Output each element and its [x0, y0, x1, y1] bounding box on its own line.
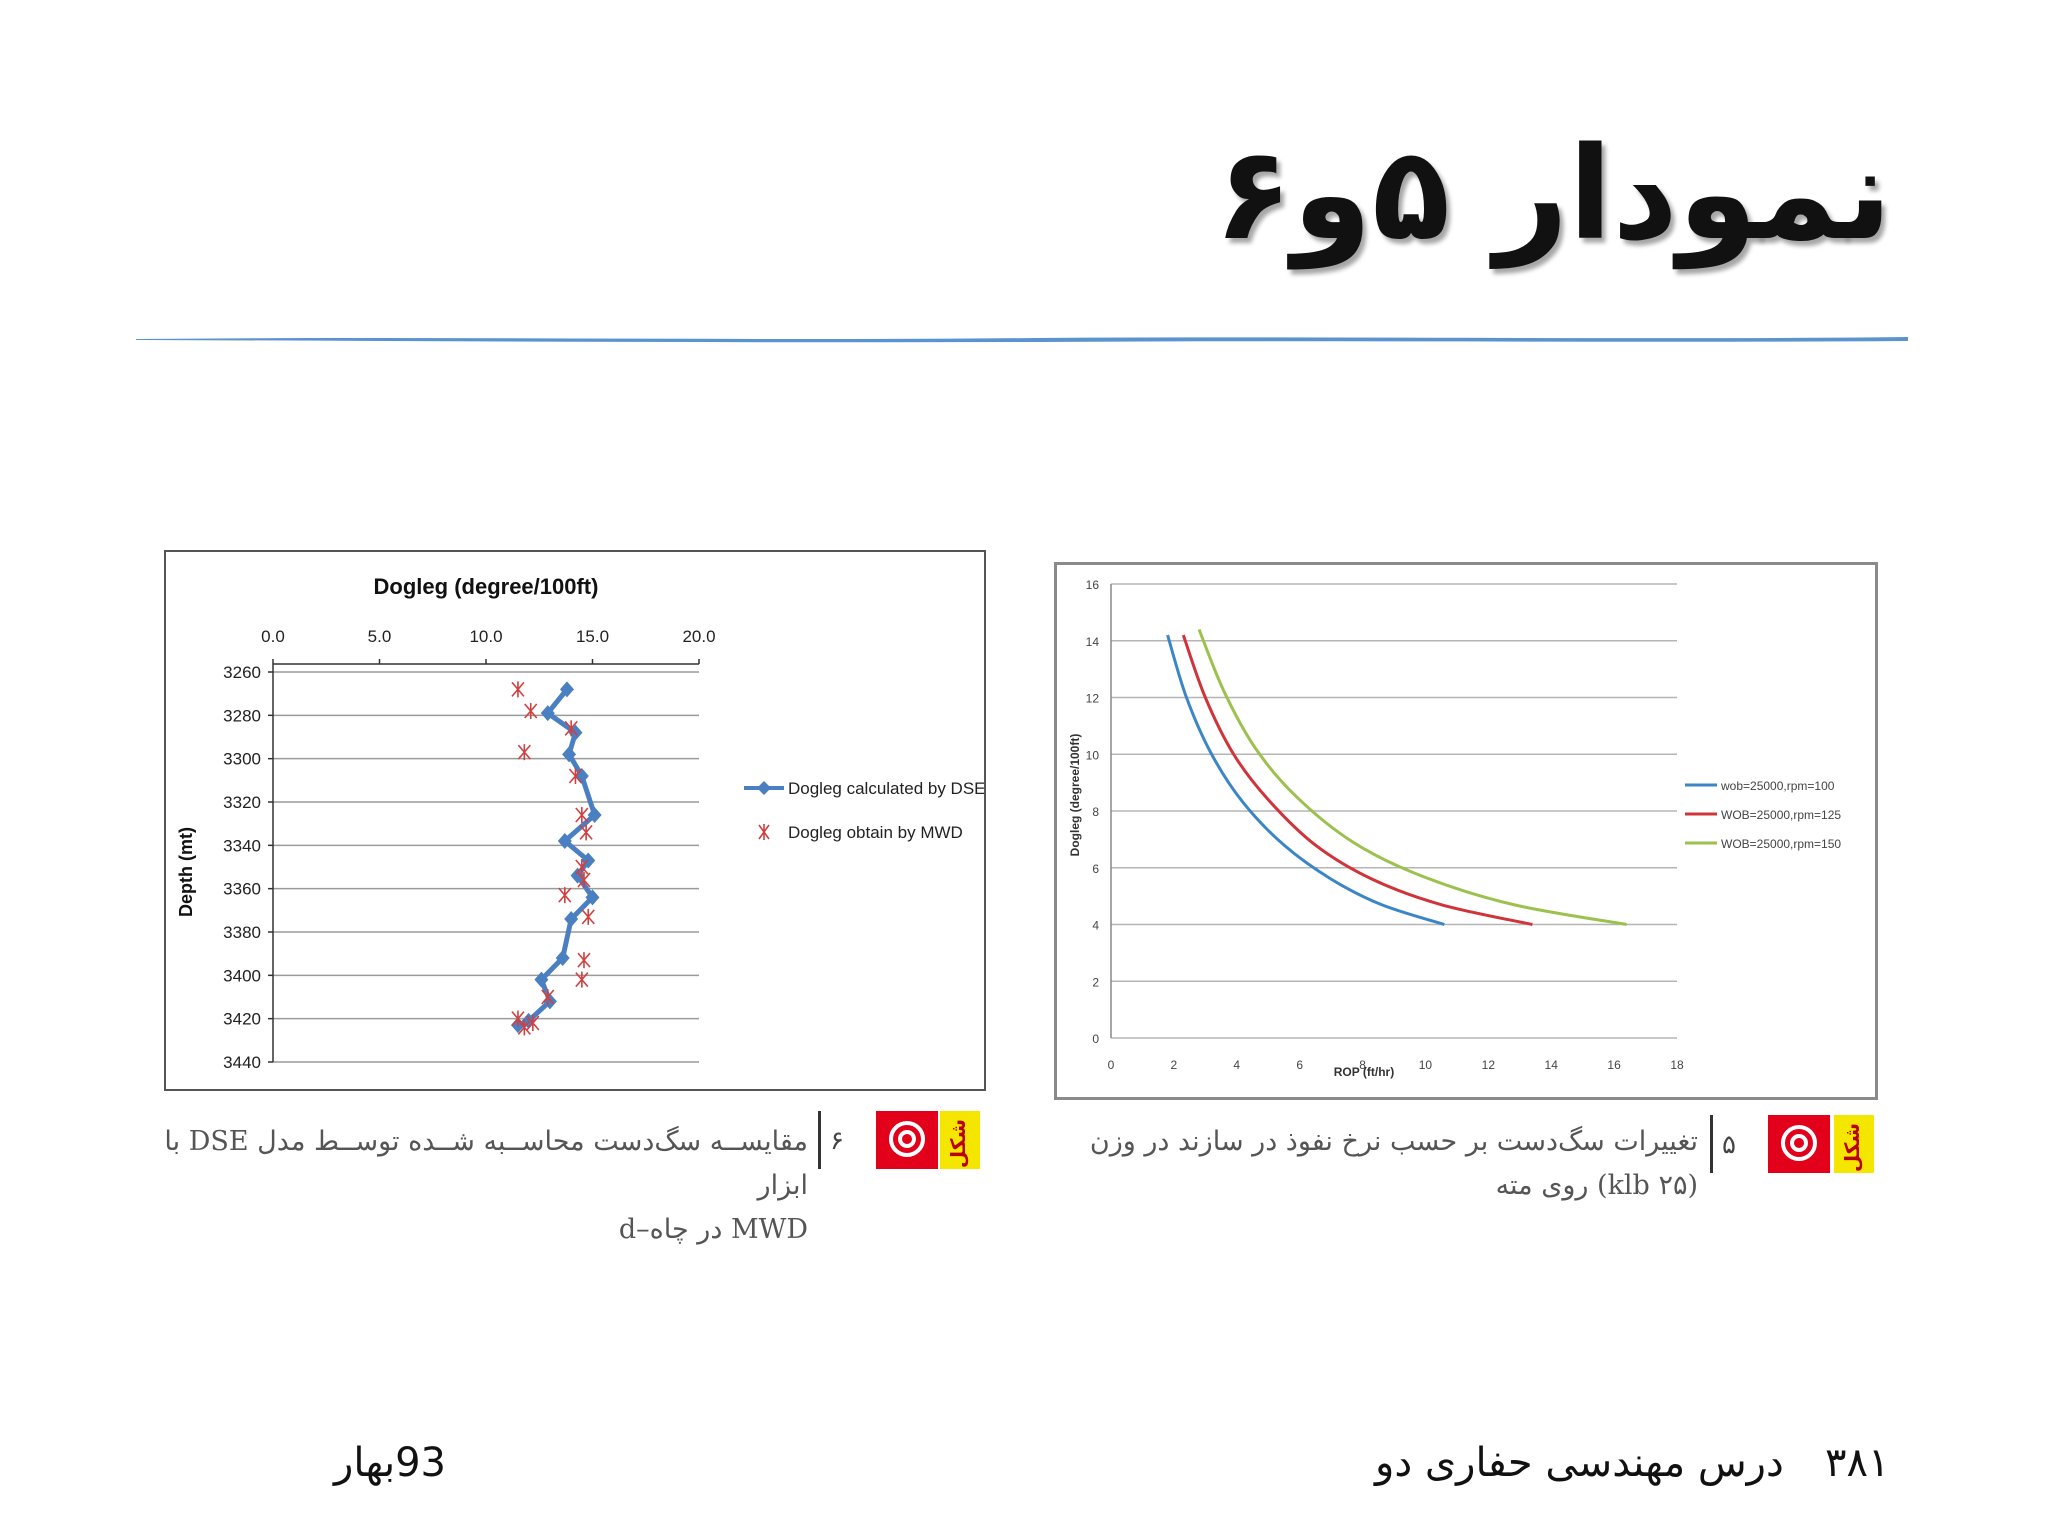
data-point-mwd — [526, 1015, 540, 1031]
chart-dogleg-vs-depth: Dogleg (degree/100ft) 3260 3280 3300 3320 334… — [164, 550, 986, 1091]
legend-label-2: WOB=25000,rpm=125 — [1721, 808, 1841, 822]
footer-course: درس مهندسی حفاری دو — [1375, 1440, 1784, 1486]
x-tick-label: 5.0 — [368, 627, 392, 646]
data-point-dse — [534, 971, 549, 988]
y-tick-label: 16 — [1086, 578, 1100, 592]
data-point-mwd — [564, 720, 578, 737]
title-divider — [136, 337, 1908, 343]
data-point-dse — [564, 911, 579, 927]
x-tick-label: 15.0 — [576, 627, 609, 646]
data-point-dse — [555, 950, 570, 966]
chart5-plot: 0 2 4 6 8 10 12 14 16 0 2 4 6 8 10 12 14 16 18 ROP (ft/hr) D… — [1068, 578, 1841, 1079]
y-axis-label: Depth (mt) — [176, 827, 196, 917]
data-point-mwd — [524, 703, 538, 719]
legend-label-dse: Dogleg calculated by DSE — [788, 779, 984, 798]
data-point-mwd — [579, 824, 593, 841]
legend-label-mwd: Dogleg obtain by MWD — [788, 823, 963, 842]
series-line-1 — [1166, 634, 1445, 926]
data-point-dse — [587, 807, 602, 823]
data-point-mwd — [511, 681, 525, 698]
data-point-dse — [585, 889, 600, 906]
y-tick-label: 3360 — [223, 880, 261, 899]
y-tick-label: 8 — [1092, 805, 1099, 819]
y-tick-label: 3400 — [223, 966, 261, 985]
x-tick-label: 18 — [1670, 1058, 1684, 1072]
y-tick-label: 10 — [1086, 748, 1100, 762]
data-point-mwd — [581, 908, 595, 925]
y-tick-label: 12 — [1086, 692, 1100, 706]
y-tick-label: 3380 — [223, 923, 261, 942]
y-tick-label: 14 — [1086, 635, 1100, 649]
data-point-mwd — [575, 971, 589, 988]
chart6-plot: Dogleg (degree/100ft) 3260 3280 3300 3320 334… — [176, 574, 986, 1072]
legend-label-3: WOB=25000,rpm=150 — [1721, 837, 1841, 851]
legend-label-1: wob=25000,rpm=100 — [1720, 779, 1835, 793]
x-tick-label: 10 — [1419, 1058, 1433, 1072]
x-tick-label: 0.0 — [261, 627, 285, 646]
y-tick-label: 6 — [1092, 862, 1099, 876]
x-tick-label: 4 — [1233, 1058, 1240, 1072]
x-tick-label: 12 — [1482, 1058, 1496, 1072]
series-line-3 — [1197, 628, 1627, 926]
x-tick-label: 10.0 — [469, 627, 502, 646]
x-tick-label: 20.0 — [682, 627, 715, 646]
chart-title: Dogleg (degree/100ft) — [374, 574, 599, 599]
y-tick-label: 4 — [1092, 919, 1099, 933]
y-tick-label: 3340 — [223, 836, 261, 855]
data-point-mwd — [575, 807, 589, 823]
caption-text: مقایســه سگ‌دست محاســبه شــده توســط مد… — [164, 1126, 808, 1245]
data-point-dse — [559, 681, 574, 698]
data-point-mwd — [517, 744, 531, 761]
y-tick-label: 3260 — [223, 663, 261, 682]
x-tick-label: 2 — [1171, 1058, 1178, 1072]
footer-page-number: ۳۸۱ — [1825, 1440, 1890, 1486]
slide-title: نمودار ۵و۶ — [1214, 120, 1892, 269]
y-tick-label: 3420 — [223, 1010, 261, 1029]
series-line-2 — [1181, 634, 1533, 926]
x-tick-label: 8 — [1359, 1058, 1366, 1072]
y-tick-label: 2 — [1092, 975, 1099, 989]
y-tick-label: 3440 — [223, 1053, 261, 1072]
caption-divider — [1710, 1115, 1713, 1173]
data-point-dse — [557, 833, 572, 849]
legend-marker-dse — [757, 781, 771, 795]
x-tick-label: 0 — [1108, 1058, 1115, 1072]
data-point-dse — [540, 705, 555, 722]
data-point-mwd — [568, 768, 583, 784]
figure-number: ۶ — [830, 1126, 844, 1156]
figure-badge-label: شکل — [940, 1111, 980, 1169]
y-tick-label: 3280 — [223, 706, 261, 725]
y-tick-label: 3300 — [223, 750, 261, 769]
data-point-mwd — [577, 872, 591, 888]
figure-number: ۵ — [1722, 1130, 1736, 1160]
data-point-mwd — [577, 952, 591, 969]
x-tick-label: 6 — [1296, 1058, 1303, 1072]
data-point-mwd — [517, 1019, 531, 1036]
data-point-dse — [542, 993, 557, 1010]
y-axis-label: Dogleg (degree/100ft) — [1068, 734, 1082, 857]
chart-dogleg-vs-rop: 0 2 4 6 8 10 12 14 16 0 2 4 6 8 10 12 14 16 18 ROP (ft/hr) D… — [1054, 562, 1878, 1100]
footer-term: 93بهار — [334, 1440, 446, 1486]
data-point-dse — [562, 746, 577, 763]
y-tick-label: 0 — [1092, 1032, 1099, 1046]
caption-divider — [818, 1111, 821, 1169]
caption-text: تغییرات سگ‌دست بر حسب نرخ نفوذ در سازند … — [1089, 1126, 1698, 1201]
x-axis-label: ROP (ft/hr) — [1334, 1065, 1394, 1079]
data-point-mwd — [541, 989, 555, 1005]
data-point-dse — [574, 768, 589, 784]
x-tick-label: 16 — [1607, 1058, 1621, 1072]
figure-badge-label: شکل — [1834, 1115, 1874, 1173]
target-icon — [876, 1111, 938, 1169]
data-point-mwd — [558, 887, 572, 904]
legend-marker-mwd — [758, 824, 770, 840]
target-icon — [1768, 1115, 1830, 1173]
data-point-mwd — [575, 859, 589, 875]
y-tick-label: 3320 — [223, 793, 261, 812]
x-tick-label: 14 — [1545, 1058, 1559, 1072]
